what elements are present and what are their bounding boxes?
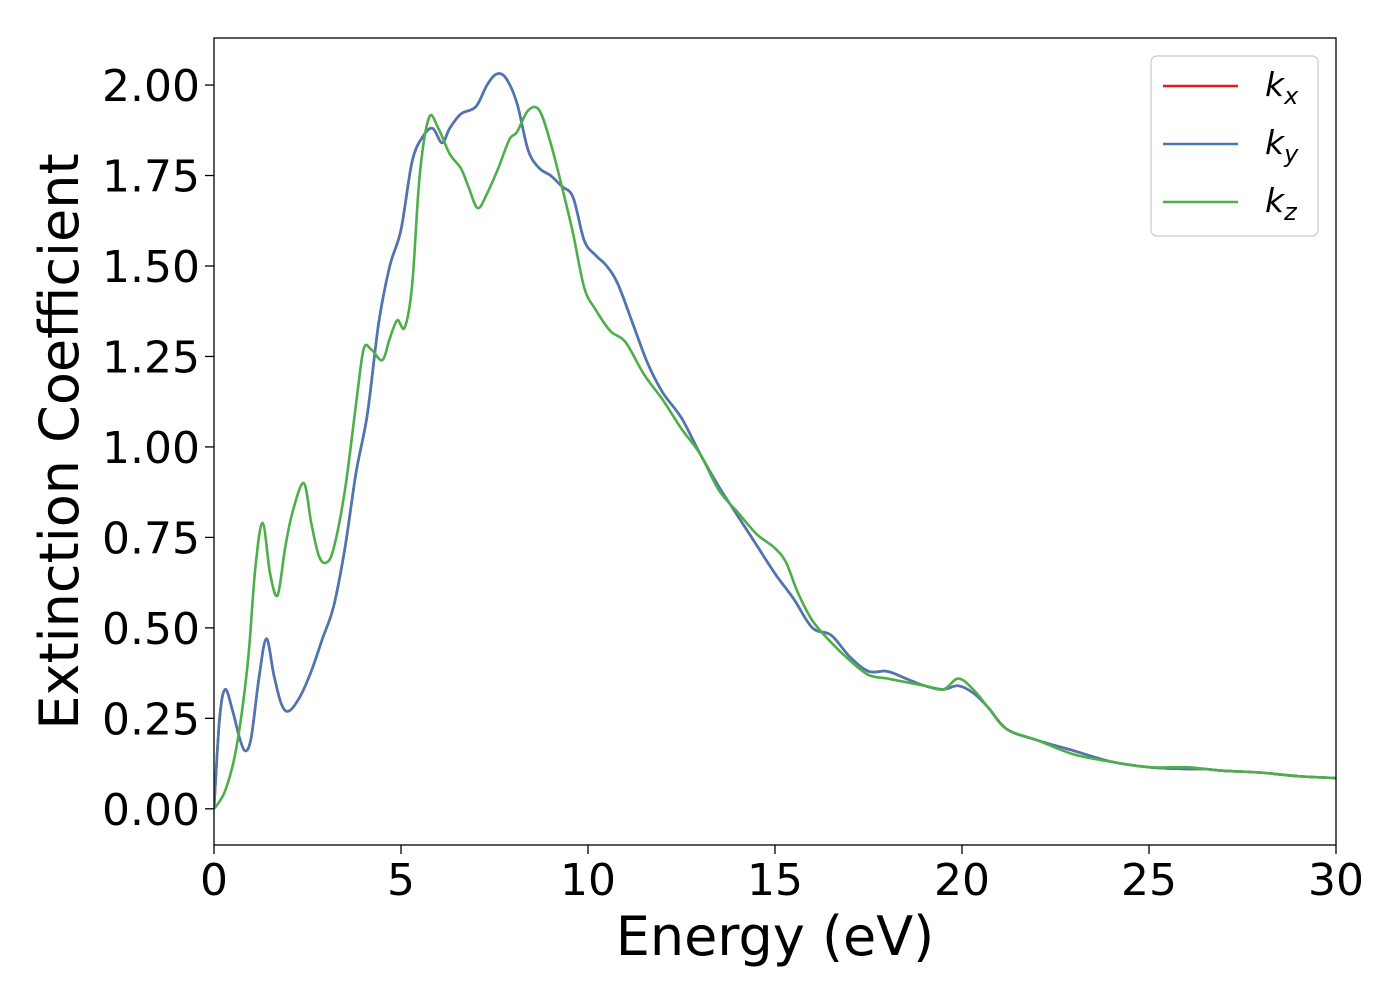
x-tick-label: 30 — [1308, 855, 1364, 906]
y-tick-label: 0.50 — [102, 604, 200, 655]
legend-label-main: k — [1265, 123, 1286, 162]
legend-label-kx: kx — [1265, 65, 1299, 110]
x-axis-label: Energy (eV) — [616, 905, 935, 968]
legend-label-subscript: y — [1283, 140, 1299, 168]
y-tick-label: 1.75 — [102, 152, 200, 203]
y-tick-label: 0.25 — [102, 694, 200, 745]
x-tick-label: 5 — [387, 855, 415, 906]
x-tick-label: 20 — [934, 855, 990, 906]
y-tick-label: 1.00 — [102, 423, 200, 474]
legend-label-ky: ky — [1265, 123, 1299, 168]
y-tick-label: 2.00 — [102, 61, 200, 112]
y-axis: 0.00 0.25 0.50 0.75 1.00 1.25 1.50 1.75 2.00 — [102, 61, 214, 836]
y-tick-label: 1.50 — [102, 242, 200, 293]
x-tick-label: 0 — [200, 855, 228, 906]
y-tick-label: 0.00 — [102, 785, 200, 836]
y-tick-label: 0.75 — [102, 513, 200, 564]
x-tick-label: 15 — [747, 855, 803, 906]
x-axis: 0 5 10 15 20 25 30 — [200, 845, 1364, 906]
x-tick-label: 25 — [1121, 855, 1177, 906]
x-tick-label: 10 — [560, 855, 616, 906]
y-tick-label: 1.25 — [102, 332, 200, 383]
legend-label-subscript: x — [1283, 82, 1299, 110]
series-line-kz — [214, 105, 1336, 810]
legend-label-kz: kz — [1265, 181, 1298, 226]
legend-label-subscript: z — [1283, 198, 1298, 226]
legend-label-main: k — [1265, 181, 1286, 220]
legend-box — [1150, 55, 1319, 237]
y-axis-label: Extinction Coefficient — [28, 153, 91, 729]
series-layer — [214, 72, 1336, 810]
legend-label-main: k — [1265, 65, 1286, 104]
